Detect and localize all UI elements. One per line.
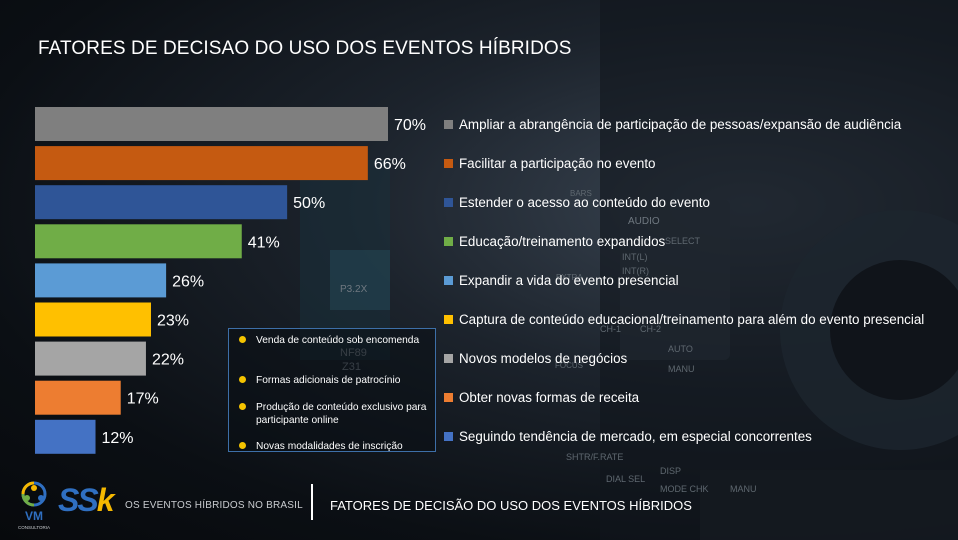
bullet-icon: [239, 442, 246, 449]
legend-swatch: [444, 275, 453, 285]
callout-item: Novas modalidades de inscrição: [239, 440, 429, 453]
callout-item: Formas adicionais de patrocínio: [239, 374, 429, 387]
legend-item-5: Expandir a vida do evento presencial: [444, 272, 679, 288]
legend-label: Facilitar a participação no evento: [459, 155, 656, 171]
vm-logo-subtext: CONSULTORIA: [18, 525, 50, 530]
bar-3: [35, 185, 288, 220]
callout-item-text: Novas modalidades de inscrição: [256, 441, 403, 452]
legend-swatch: [444, 158, 453, 168]
bar-value-label-8: 17%: [127, 391, 159, 408]
bar-value-label-4: 41%: [248, 234, 280, 251]
legend-swatch: [444, 197, 453, 207]
page-title: FATORES DE DECISAO DO USO DOS EVENTOS HÍ…: [38, 38, 572, 59]
bg-text-dialsel: DIAL SEL: [606, 474, 645, 484]
legend-item-9: Seguindo tendência de mercado, em especi…: [444, 429, 812, 445]
legend-item-1: Ampliar a abrangência de participação de…: [444, 116, 901, 132]
legend-item-7: Novos modelos de negócios: [444, 351, 627, 367]
footer-divider: [311, 484, 313, 520]
ssk-logo: SSk: [58, 482, 115, 519]
legend-swatch: [444, 354, 453, 364]
bg-text-modechk: MODE CHK: [660, 484, 709, 494]
callout-item: Produção de conteúdo exclusivo para part…: [239, 401, 429, 427]
footer-left-text: OS EVENTOS HÍBRIDOS NO BRASIL: [125, 500, 303, 511]
bullet-icon: [239, 376, 246, 383]
bar-6: [35, 302, 151, 337]
bar-value-label-6: 23%: [157, 313, 189, 330]
legend-label: Obter novas formas de receita: [459, 390, 640, 406]
ssk-logo-s2: S: [77, 482, 98, 518]
legend-label: Ampliar a abrangência de participação de…: [459, 116, 902, 132]
callout-item-text: Formas adicionais de patrocínio: [256, 375, 401, 386]
legend-label: Captura de conteúdo educacional/treiname…: [459, 312, 925, 327]
bullet-icon: [239, 336, 246, 343]
legend-item-8: Obter novas formas de receita: [444, 390, 639, 406]
legend-swatch: [444, 119, 453, 129]
legend-item-6: Captura de conteúdo educacional/treiname…: [444, 312, 924, 328]
callout-box: Venda de conteúdo sob encomenda Formas a…: [228, 328, 436, 452]
bar-2: [35, 146, 368, 181]
legend-label: Seguindo tendência de mercado, em especi…: [459, 429, 812, 445]
callout-item-text: Venda de conteúdo sob encomenda: [256, 335, 420, 346]
legend-item-4: Educação/treinamento expandidos: [444, 233, 665, 249]
bar-5: [35, 263, 167, 298]
callout-item: Venda de conteúdo sob encomenda: [239, 334, 429, 347]
vm-logo-text: VM: [25, 509, 43, 523]
bar-value-label-5: 26%: [172, 273, 204, 290]
legend-item-2: Facilitar a participação no evento: [444, 155, 656, 171]
bar-chart: 70% 66% 50% 41% 26% 23% 22% 17% 12%: [35, 107, 426, 454]
legend-swatch: [444, 393, 453, 403]
footer-right-text: FATORES DE DECISÃO DO USO DOS EVENTOS HÍ…: [330, 498, 692, 513]
bar-value-label-2: 66%: [374, 156, 406, 173]
callout-item-text: Produção de conteúdo exclusivo para part…: [256, 402, 427, 426]
bar-8: [35, 380, 121, 415]
bar-1: [35, 107, 388, 141]
legend-label: Novos modelos de negócios: [459, 351, 628, 367]
bar-9: [35, 419, 96, 454]
vm-logo: VM CONSULTORIA: [18, 481, 50, 530]
bar-value-label-1: 70%: [394, 117, 426, 134]
ssk-logo-k: k: [96, 482, 115, 518]
legend-swatch: [444, 432, 453, 442]
legend-label: Educação/treinamento expandidos: [459, 233, 666, 249]
legend-label: Estender o acesso ao conteúdo do evento: [459, 194, 710, 210]
bullet-icon: [239, 403, 246, 410]
bar-4: [35, 224, 242, 259]
bar-value-label-7: 22%: [152, 352, 184, 369]
bar-7: [35, 341, 146, 376]
legend-swatch: [444, 315, 453, 324]
legend-item-3: Estender o acesso ao conteúdo do evento: [444, 194, 710, 210]
legend-label: Expandir a vida do evento presencial: [459, 272, 679, 288]
bg-text-manu2: MANU: [730, 484, 757, 494]
bar-value-label-3: 50%: [293, 195, 325, 212]
ssk-logo-s1: S: [58, 482, 79, 518]
bar-value-label-9: 12%: [102, 430, 134, 447]
legend-swatch: [444, 236, 453, 246]
